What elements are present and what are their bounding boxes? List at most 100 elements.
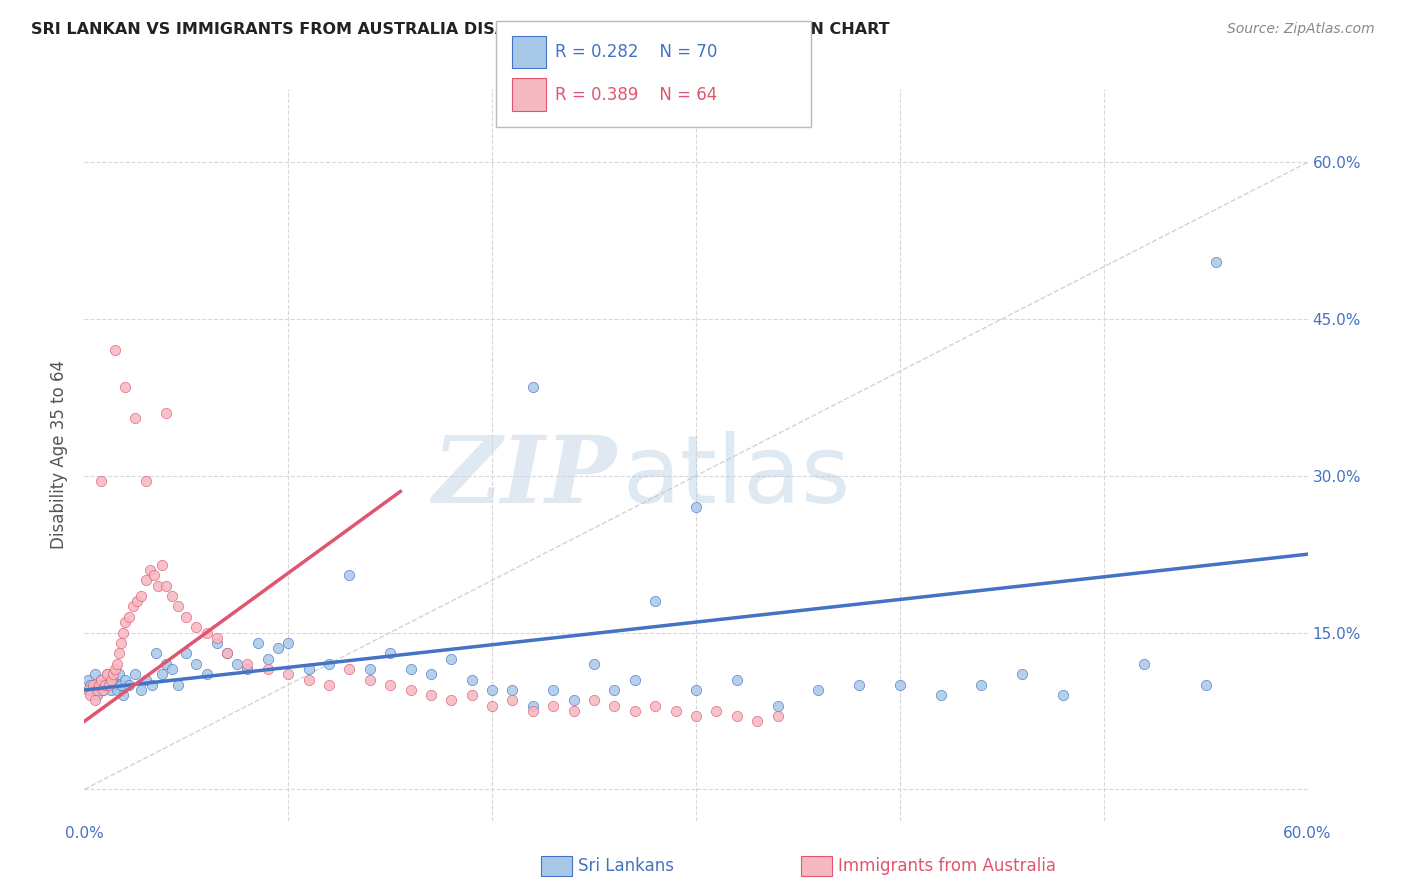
Point (87, 678, 110, 692)
Point (104, 678, 127, 692)
Point (141, 678, 163, 692)
Point (236, 657, 259, 671)
Point (706, 704, 728, 718)
Point (145, 647, 167, 661)
Point (339, 568, 361, 582)
Point (380, 678, 402, 692)
Point (461, 673, 484, 687)
Point (1195, 678, 1218, 692)
Point (298, 673, 321, 687)
Point (135, 673, 157, 687)
Point (96, 667, 118, 681)
Point (100, 673, 122, 687)
Point (186, 620, 208, 634)
Point (195, 667, 218, 681)
Point (138, 563, 160, 577)
Point (124, 667, 146, 681)
Point (155, 657, 177, 671)
Point (522, 380, 544, 394)
Point (217, 647, 239, 661)
Point (83, 667, 105, 681)
Point (747, 714, 769, 729)
Point (91, 683, 114, 698)
Point (644, 594, 666, 608)
Point (174, 610, 197, 624)
Point (110, 636, 132, 650)
Point (104, 662, 127, 676)
Point (77, 673, 100, 687)
Point (105, 657, 128, 671)
Point (118, 610, 141, 624)
Point (93, 678, 115, 692)
Point (114, 673, 136, 687)
Point (108, 667, 131, 681)
Point (562, 693, 585, 707)
Point (1205, 254, 1227, 268)
Point (644, 698, 666, 713)
Point (104, 343, 127, 358)
Point (82, 683, 104, 698)
Text: atlas: atlas (623, 431, 851, 523)
Point (167, 599, 190, 614)
Point (90, 673, 112, 687)
Point (97, 678, 120, 692)
Point (226, 657, 249, 671)
Point (522, 704, 544, 718)
Point (86, 688, 108, 702)
Point (160, 662, 183, 676)
Point (359, 662, 381, 676)
Point (257, 662, 280, 676)
Point (236, 662, 259, 676)
Point (108, 647, 131, 661)
Point (205, 636, 228, 650)
Point (135, 574, 157, 588)
Point (318, 657, 340, 671)
Point (118, 678, 141, 692)
Point (562, 704, 585, 718)
Point (1133, 657, 1156, 671)
Point (160, 589, 183, 603)
Point (399, 662, 422, 676)
Point (929, 688, 952, 702)
Point (889, 678, 911, 692)
Point (131, 589, 153, 603)
Point (155, 406, 177, 420)
Point (150, 558, 173, 572)
Point (440, 693, 463, 707)
Point (583, 657, 606, 671)
Point (112, 625, 135, 640)
Point (318, 678, 340, 692)
Point (124, 411, 146, 425)
Point (186, 657, 208, 671)
Point (87, 678, 110, 692)
Point (146, 578, 169, 592)
Text: R = 0.282    N = 70: R = 0.282 N = 70 (555, 43, 717, 61)
Point (685, 683, 707, 698)
Point (543, 698, 565, 713)
Text: SRI LANKAN VS IMMIGRANTS FROM AUSTRALIA DISABILITY AGE 35 TO 64 CORRELATION CHAR: SRI LANKAN VS IMMIGRANTS FROM AUSTRALIA … (31, 22, 890, 37)
Point (807, 683, 830, 698)
Point (90, 474, 112, 488)
Point (112, 688, 135, 702)
Point (114, 380, 136, 394)
Point (970, 678, 993, 692)
Point (399, 683, 422, 698)
Point (96, 667, 118, 681)
Y-axis label: Disability Age 35 to 64: Disability Age 35 to 64 (51, 360, 69, 549)
Text: Sri Lankans: Sri Lankans (578, 857, 673, 875)
Point (359, 673, 381, 687)
Point (420, 688, 443, 702)
Point (205, 631, 228, 645)
Point (110, 678, 132, 692)
Point (83, 693, 105, 707)
Point (86, 683, 108, 698)
Point (624, 704, 647, 718)
Point (79, 678, 101, 692)
Point (93, 678, 115, 692)
Point (127, 594, 149, 608)
Point (277, 636, 299, 650)
Point (122, 599, 145, 614)
Text: Source: ZipAtlas.com: Source: ZipAtlas.com (1227, 22, 1375, 37)
Point (502, 683, 524, 698)
Point (481, 698, 503, 713)
